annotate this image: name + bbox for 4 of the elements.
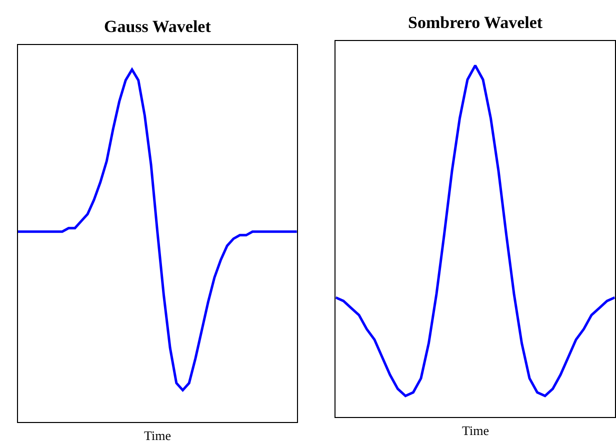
chart-title: Sombrero Wavelet — [408, 13, 543, 32]
x-axis-title: Time — [144, 428, 172, 443]
x-axis-title: Time — [462, 423, 490, 438]
chart-title: Gauss Wavelet — [104, 17, 212, 36]
